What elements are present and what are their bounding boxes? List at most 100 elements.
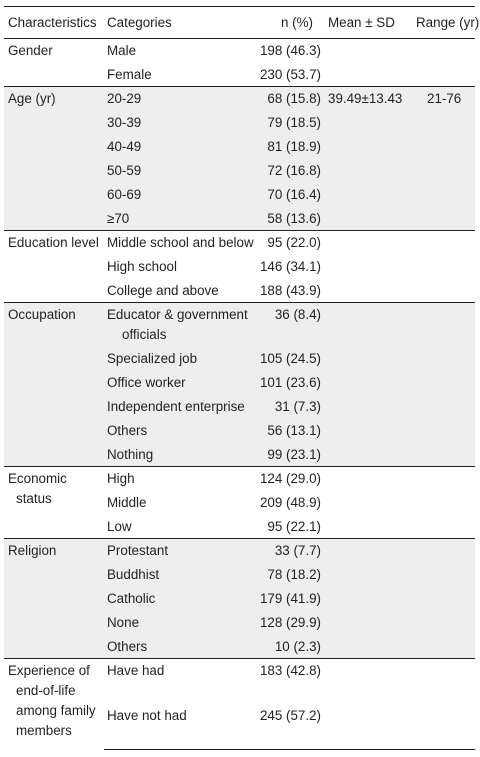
table-row: 40-49 81 (18.9) — [4, 134, 475, 159]
n-cell: 128 (29.9) — [254, 610, 323, 635]
table-row: College and above 188 (43.9) — [4, 279, 475, 303]
n-cell: 58 (13.6) — [254, 206, 323, 231]
n-cell: 99 (23.1) — [254, 442, 323, 467]
table-row: Age (yr) 20-29 68 (15.8) 39.49±13.43 21-… — [4, 86, 475, 111]
group-label-education: Education level — [4, 230, 104, 255]
category-cell: Middle — [107, 494, 147, 510]
table-row: Catholic 179 (41.9) — [4, 586, 475, 611]
category-cell: None — [104, 610, 254, 635]
n-cell: 245 (57.2) — [254, 703, 323, 750]
category-cell: Female — [107, 66, 152, 82]
mean-sd-cell: 39.49±13.43 — [323, 86, 410, 111]
header-mean-sd: Mean ± SD — [323, 6, 410, 39]
n-cell: 179 (41.9) — [254, 586, 323, 611]
category-cell: Male — [107, 43, 137, 58]
header-categories: Categories — [104, 6, 254, 39]
category-cell: Buddhist — [104, 562, 254, 587]
group-label-line: Economic — [8, 471, 67, 486]
table-row: Occupation Educator & government officia… — [4, 302, 475, 347]
header-characteristics: Characteristics — [4, 6, 104, 39]
table-row: Female 230 (53.7) — [4, 63, 475, 87]
n-cell: 78 (18.2) — [254, 562, 323, 587]
header-row: Characteristics Categories n (%) Mean ± … — [4, 6, 479, 39]
category-cell: Others — [104, 418, 254, 443]
n-cell: 81 (18.9) — [254, 134, 323, 159]
n-cell: 198 (46.3) — [259, 43, 321, 58]
group-label-age: Age (yr) — [4, 86, 104, 111]
n-cell: 33 (7.7) — [254, 538, 323, 563]
category-cell: Independent enterprise — [104, 394, 254, 419]
table-row: Low 95 (22.1) — [4, 515, 475, 539]
table-row: ≥70 58 (13.6) — [4, 206, 475, 231]
n-cell: 68 (15.8) — [254, 86, 323, 111]
group-label-line: end-of-life — [16, 683, 76, 698]
n-cell: 124 (29.0) — [254, 466, 323, 491]
table-row: Have not had 245 (57.2) — [4, 703, 475, 750]
n-cell: 209 (48.9) — [259, 494, 321, 510]
category-cell: Others — [104, 634, 254, 659]
n-cell: 70 (16.4) — [254, 182, 323, 207]
table-row: Buddhist 78 (18.2) — [4, 562, 475, 587]
range-cell: 21-76 — [410, 86, 475, 111]
n-cell: 230 (53.7) — [259, 66, 321, 82]
table-row: Religion Protestant 33 (7.7) — [4, 538, 475, 563]
header-n-percent: n (%) — [254, 6, 323, 39]
table-row: Education level Middle school and below … — [4, 230, 475, 255]
category-cell: Have not had — [104, 703, 254, 750]
n-cell: 101 (23.6) — [254, 370, 323, 395]
group-label-religion: Religion — [4, 538, 104, 563]
n-cell: 56 (13.1) — [254, 418, 323, 443]
group-label-occupation: Occupation — [4, 302, 104, 347]
n-cell: 95 (22.0) — [254, 230, 323, 255]
table-row: High school 146 (34.1) — [4, 255, 475, 279]
header-range: Range (yr) — [410, 6, 479, 39]
table-row: Specialized job 105 (24.5) — [4, 346, 475, 371]
category-cell: Protestant — [104, 538, 254, 563]
group-label-line: among family — [16, 703, 96, 718]
category-cell: Nothing — [104, 442, 254, 467]
table-row: Others 10 (2.3) — [4, 634, 475, 659]
table-row: Independent enterprise 31 (7.3) — [4, 394, 475, 419]
category-cell: 50-59 — [104, 158, 254, 183]
table-row: Experience of end-of-life among family m… — [4, 657, 475, 749]
category-cell: Office worker — [104, 370, 254, 395]
n-cell: 10 (2.3) — [254, 634, 323, 659]
category-cell: ≥70 — [104, 206, 254, 231]
table-row: Gender Male 198 (46.3) — [4, 39, 475, 63]
group-label-line: status — [16, 491, 52, 506]
category-cell: Middle school and below — [104, 230, 254, 255]
group-label-line: Experience of — [8, 663, 90, 678]
n-cell: 36 (8.4) — [254, 302, 323, 347]
n-cell: 95 (22.1) — [267, 518, 321, 534]
n-cell: 105 (24.5) — [254, 346, 323, 371]
category-line: Educator & government — [107, 307, 248, 322]
category-line: officials — [122, 327, 167, 342]
category-cell: Educator & government officials — [104, 302, 254, 347]
n-cell: 188 (43.9) — [259, 282, 321, 298]
table-row: Others 56 (13.1) — [4, 418, 475, 443]
characteristics-table: Characteristics Categories n (%) Mean ± … — [4, 6, 479, 750]
table-row: 30-39 79 (18.5) — [4, 110, 475, 135]
n-cell: 79 (18.5) — [254, 110, 323, 135]
category-cell: Catholic — [104, 586, 254, 611]
category-cell: College and above — [107, 282, 219, 298]
n-cell: 146 (34.1) — [259, 258, 321, 274]
category-cell: 60-69 — [104, 182, 254, 207]
table-row: Office worker 101 (23.6) — [4, 370, 475, 395]
n-cell: 183 (42.8) — [254, 657, 323, 704]
category-cell: High school — [107, 258, 177, 274]
table-row: Nothing 99 (23.1) — [4, 442, 475, 467]
group-label-line: members — [16, 723, 72, 738]
n-cell: 31 (7.3) — [254, 394, 323, 419]
group-label-economic: Economic status — [4, 466, 104, 515]
table-row: Economic status High 124 (29.0) — [4, 466, 475, 515]
category-cell: Have had — [104, 657, 254, 704]
category-cell: 20-29 — [104, 86, 254, 111]
group-label-experience: Experience of end-of-life among family m… — [4, 658, 104, 749]
table-row: 50-59 72 (16.8) — [4, 158, 475, 183]
category-cell: 30-39 — [104, 110, 254, 135]
category-cell: High — [104, 466, 254, 491]
category-cell: Low — [107, 518, 132, 534]
group-label-gender: Gender — [8, 43, 53, 58]
category-cell: 40-49 — [104, 134, 254, 159]
